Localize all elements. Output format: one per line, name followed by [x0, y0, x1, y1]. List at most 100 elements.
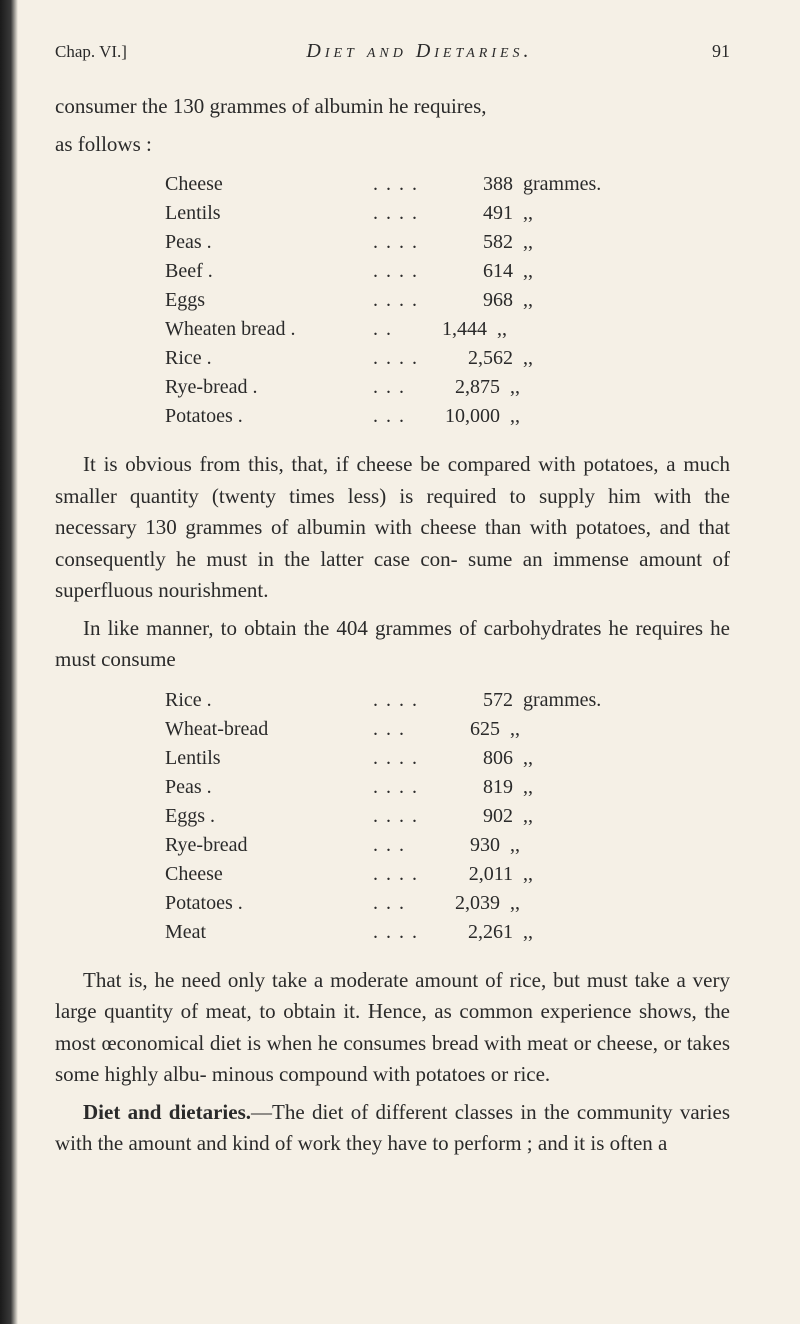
- row-label: Rice .: [165, 686, 365, 715]
- page-header: Chap. VI.] Diet and Dietaries. 91: [55, 40, 730, 63]
- table-row: Wheaten bread ...1,444,,: [165, 315, 730, 344]
- paragraph-5: Diet and dietaries.—The diet of differen…: [55, 1097, 730, 1160]
- binding-edge: [0, 0, 18, 1324]
- table-2: Rice .....572grammes.Wheat-bread...625,,…: [165, 686, 730, 947]
- row-dots: ....: [365, 686, 433, 715]
- row-label: Rye-bread: [165, 831, 365, 860]
- row-value: 2,875: [420, 373, 500, 402]
- row-unit: ,,: [510, 889, 520, 918]
- row-unit: ,,: [523, 257, 533, 286]
- row-label: Peas .: [165, 773, 365, 802]
- paragraph-1a: consumer the 130 grammes of albumin he r…: [55, 91, 730, 123]
- row-label: Beef .: [165, 257, 365, 286]
- row-label: Potatoes .: [165, 402, 365, 431]
- row-label: Cheese: [165, 860, 365, 889]
- row-value: 2,039: [420, 889, 500, 918]
- row-unit: ,,: [523, 802, 533, 831]
- row-dots: ...: [365, 373, 420, 402]
- row-value: 10,000: [420, 402, 500, 431]
- row-value: 2,011: [433, 860, 513, 889]
- row-unit: ,,: [510, 402, 520, 431]
- row-unit: ,,: [523, 773, 533, 802]
- table-row: Potatoes ....2,039,,: [165, 889, 730, 918]
- row-label: Rye-bread .: [165, 373, 365, 402]
- paragraph-5-heading: Diet and dietaries.: [83, 1100, 251, 1124]
- row-unit: ,,: [510, 831, 520, 860]
- row-dots: ....: [365, 744, 433, 773]
- row-value: 625: [420, 715, 500, 744]
- row-unit: ,,: [523, 286, 533, 315]
- row-value: 819: [433, 773, 513, 802]
- row-dots: ....: [365, 860, 433, 889]
- table-1: Cheese....388grammes.Lentils....491,,Pea…: [165, 170, 730, 431]
- row-label: Eggs .: [165, 802, 365, 831]
- row-label: Potatoes .: [165, 889, 365, 918]
- row-dots: ....: [365, 228, 433, 257]
- row-dots: ....: [365, 199, 433, 228]
- row-unit: ,,: [523, 918, 533, 947]
- row-label: Wheaten bread .: [165, 315, 365, 344]
- table-row: Eggs .....902,,: [165, 802, 730, 831]
- table-row: Eggs....968,,: [165, 286, 730, 315]
- row-unit: ,,: [510, 715, 520, 744]
- row-value: 614: [433, 257, 513, 286]
- row-value: 930: [420, 831, 500, 860]
- row-unit: grammes.: [523, 170, 601, 199]
- table-row: Lentils....806,,: [165, 744, 730, 773]
- row-value: 902: [433, 802, 513, 831]
- row-value: 2,562: [433, 344, 513, 373]
- table-row: Cheese....2,011,,: [165, 860, 730, 889]
- row-dots: ....: [365, 802, 433, 831]
- row-unit: ,,: [497, 315, 507, 344]
- row-label: Meat: [165, 918, 365, 947]
- row-value: 572: [433, 686, 513, 715]
- paragraph-2: It is obvious from this, that, if cheese…: [55, 449, 730, 607]
- table-row: Rice .....572 grammes.: [165, 686, 730, 715]
- row-unit: grammes.: [523, 686, 601, 715]
- paragraph-4: That is, he need only take a moderate am…: [55, 965, 730, 1091]
- header-title: Diet and Dietaries.: [306, 40, 532, 63]
- row-dots: ...: [365, 402, 420, 431]
- table-row: Wheat-bread...625,,: [165, 715, 730, 744]
- row-value: 582: [433, 228, 513, 257]
- row-unit: ,,: [523, 228, 533, 257]
- row-value: 1,444: [407, 315, 487, 344]
- row-label: Rice .: [165, 344, 365, 373]
- row-dots: ....: [365, 170, 433, 199]
- row-label: Lentils: [165, 199, 365, 228]
- row-dots: ...: [365, 889, 420, 918]
- table-row: Meat....2,261,,: [165, 918, 730, 947]
- row-unit: ,,: [523, 744, 533, 773]
- row-unit: ,,: [523, 199, 533, 228]
- row-dots: ...: [365, 831, 420, 860]
- table-row: Rye-bread...930,,: [165, 831, 730, 860]
- row-value: 491: [433, 199, 513, 228]
- row-value: 806: [433, 744, 513, 773]
- row-label: Peas .: [165, 228, 365, 257]
- page-content: Chap. VI.] Diet and Dietaries. 91 consum…: [0, 0, 800, 1206]
- row-dots: ....: [365, 344, 433, 373]
- chapter-label: Chap. VI.]: [55, 42, 127, 62]
- row-value: 388: [433, 170, 513, 199]
- row-dots: ....: [365, 257, 433, 286]
- table-row: Rice .....2,562,,: [165, 344, 730, 373]
- paragraph-3: In like manner, to obtain the 404 gramme…: [55, 613, 730, 676]
- row-label: Lentils: [165, 744, 365, 773]
- table-row: Beef .....614,,: [165, 257, 730, 286]
- row-unit: ,,: [523, 860, 533, 889]
- row-dots: ....: [365, 286, 433, 315]
- row-label: Cheese: [165, 170, 365, 199]
- row-unit: ,,: [523, 344, 533, 373]
- paragraph-1b: as follows :: [55, 129, 730, 161]
- table-row: Peas .....582,,: [165, 228, 730, 257]
- row-value: 968: [433, 286, 513, 315]
- row-dots: ....: [365, 918, 433, 947]
- table-row: Cheese....388 grammes.: [165, 170, 730, 199]
- row-dots: ....: [365, 773, 433, 802]
- row-dots: ..: [365, 315, 407, 344]
- row-dots: ...: [365, 715, 420, 744]
- page-number: 91: [712, 41, 730, 62]
- table-row: Potatoes ....10,000,,: [165, 402, 730, 431]
- row-label: Eggs: [165, 286, 365, 315]
- row-value: 2,261: [433, 918, 513, 947]
